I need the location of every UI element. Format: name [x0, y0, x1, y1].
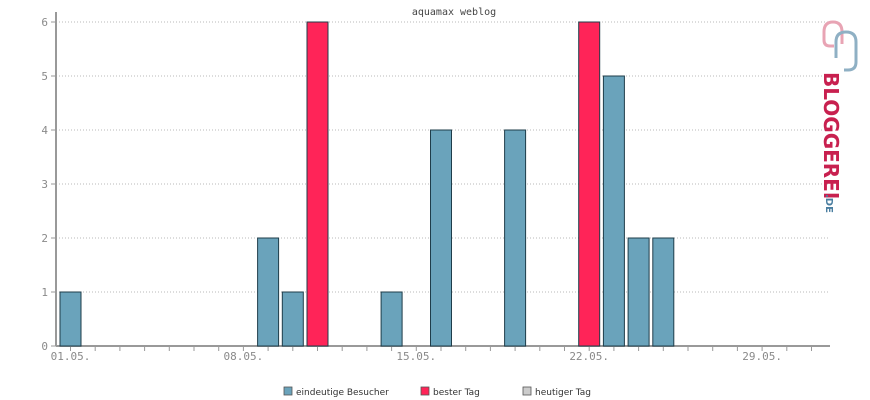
x-tick-label: 22.05.	[569, 350, 609, 363]
bar	[652, 237, 675, 347]
legend-swatch	[522, 386, 532, 396]
bar	[281, 291, 304, 347]
legend: eindeutige Besucher bester Tag heutiger Ta…	[283, 386, 591, 398]
legend-label: bester Tag	[433, 388, 480, 398]
bar	[59, 291, 82, 347]
bar	[504, 129, 527, 347]
legend-label: heutiger Tag	[535, 388, 591, 398]
x-tick-labels: 01.05. 08.05. 15.05. 22.05. 29.05.	[51, 350, 782, 363]
bar	[380, 291, 403, 347]
x-tick-label: 01.05.	[51, 350, 91, 363]
logo-suffix: .DE	[823, 194, 834, 213]
bar	[257, 237, 280, 347]
legend-swatch	[283, 386, 293, 396]
x-tick-label: 15.05.	[396, 350, 436, 363]
y-tick-label: 6	[41, 16, 48, 29]
y-tick-label: 1	[41, 286, 48, 299]
chart-title: aquamax weblog	[412, 7, 496, 18]
bar	[306, 21, 329, 347]
y-tick-label: 4	[41, 124, 48, 137]
y-tick-label: 2	[41, 232, 48, 245]
bar	[578, 21, 601, 347]
y-tick-label: 5	[41, 70, 48, 83]
bar	[627, 237, 650, 347]
x-tick-label: 29.05.	[742, 350, 782, 363]
bars	[59, 21, 675, 347]
legend-label: eindeutige Besucher	[296, 388, 389, 398]
y-tick-label: 0	[41, 340, 48, 353]
bloggerei-logo: BLOGGEREI .DE	[819, 20, 858, 213]
bar	[602, 75, 625, 347]
y-tick-labels: 0 1 2 3 4 5 6	[41, 16, 48, 353]
legend-swatch	[420, 386, 430, 396]
x-tick-label: 08.05.	[224, 350, 264, 363]
logo-text: BLOGGEREI	[819, 72, 843, 199]
y-tick-label: 3	[41, 178, 48, 191]
bar	[430, 129, 452, 347]
logo-icon	[822, 20, 858, 72]
